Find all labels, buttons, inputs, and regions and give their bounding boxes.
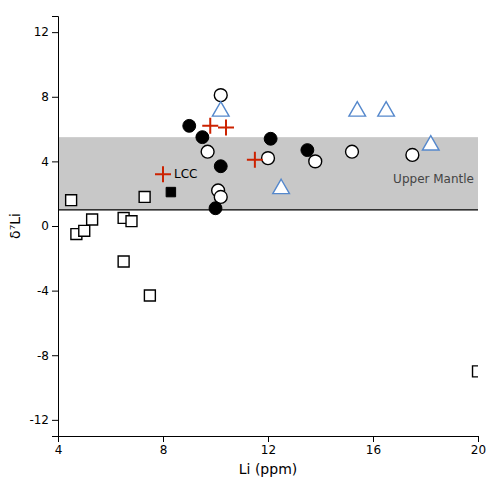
point: [212, 102, 229, 116]
tick-mark: [52, 226, 58, 227]
tick: 0: [41, 219, 58, 233]
marks: [58, 89, 478, 377]
tick-label: -4: [37, 284, 49, 298]
tick-label: 4: [55, 443, 63, 457]
tick: -8: [37, 349, 58, 363]
tick-mark: [52, 355, 58, 356]
tick-label: -12: [29, 413, 49, 427]
tick-mark: [52, 291, 58, 292]
x-axis-title: Li (ppm): [239, 461, 297, 477]
series-square: [166, 187, 175, 196]
tick: 4: [41, 155, 58, 169]
y-axis-title: δ⁷Li: [7, 213, 23, 239]
series-cross: [155, 166, 171, 182]
tick: 16: [366, 436, 381, 457]
chart: LCC Upper Mantle 4 8 12 16 20 -12 -8 -4 0 4 8 12 Li (p…: [0, 0, 500, 484]
point: [155, 166, 171, 182]
point: [264, 132, 277, 145]
series-square-open: [66, 191, 478, 376]
point: [79, 225, 90, 236]
point: [118, 256, 129, 267]
point: [247, 152, 263, 168]
point: [196, 131, 209, 144]
tick-label: 12: [34, 25, 49, 39]
point: [378, 102, 395, 116]
point: [139, 191, 150, 202]
tick: 8: [41, 90, 58, 104]
series-circle-open: [201, 89, 419, 204]
point: [309, 155, 322, 168]
tick-mark: [373, 436, 374, 442]
tick: 20: [471, 436, 486, 457]
point: [214, 89, 227, 102]
band-edge: [58, 209, 478, 210]
point: [349, 102, 366, 116]
x-axis: 4 8 12 16 20: [55, 436, 486, 457]
point: [273, 179, 290, 193]
y-axis: -12 -8 -4 0 4 8 12: [29, 17, 58, 437]
point: [166, 187, 175, 196]
point: [346, 145, 359, 158]
tick-mark: [52, 161, 58, 162]
series-cross: [202, 118, 263, 168]
tick-label: 0: [41, 219, 49, 233]
tick-label: 20: [471, 443, 486, 457]
band-label: Upper Mantle: [393, 172, 474, 186]
point: [202, 118, 218, 134]
tick: -4: [37, 284, 58, 298]
point: [126, 216, 137, 227]
axis-line: [59, 437, 479, 443]
tick-label: 4: [41, 155, 49, 169]
point: [66, 195, 77, 206]
tick-mark: [478, 436, 479, 442]
tick-label: 8: [41, 90, 49, 104]
series-circle: [183, 119, 314, 214]
tick-label: -8: [37, 349, 49, 363]
tick-mark: [163, 436, 164, 442]
tick-mark: [268, 436, 269, 442]
tick: -12: [29, 413, 58, 427]
point: [473, 366, 478, 377]
tick: 4: [55, 436, 63, 457]
axis-line: [52, 17, 59, 437]
tick-mark: [52, 32, 58, 33]
tick-label: 8: [160, 443, 168, 457]
plot: LCC Upper Mantle 4 8 12 16 20 -12 -8 -4 0 4 8 12: [29, 17, 486, 457]
tick: 12: [34, 25, 58, 39]
point: [406, 148, 419, 161]
point: [209, 202, 222, 215]
point: [218, 119, 234, 135]
point: [144, 290, 155, 301]
tick-label: 16: [366, 443, 381, 457]
point: [262, 152, 275, 165]
point: [422, 136, 439, 150]
tick: 12: [261, 436, 276, 457]
point: [301, 144, 314, 157]
point-label: LCC: [174, 167, 197, 181]
tick: 8: [160, 436, 168, 457]
point: [201, 145, 214, 158]
annotations: LCC Upper Mantle: [174, 167, 474, 186]
tick-mark: [52, 97, 58, 98]
tick-label: 12: [261, 443, 276, 457]
point: [214, 160, 227, 173]
point: [183, 119, 196, 132]
tick-mark: [52, 420, 58, 421]
point: [87, 214, 98, 225]
band: [58, 137, 478, 210]
